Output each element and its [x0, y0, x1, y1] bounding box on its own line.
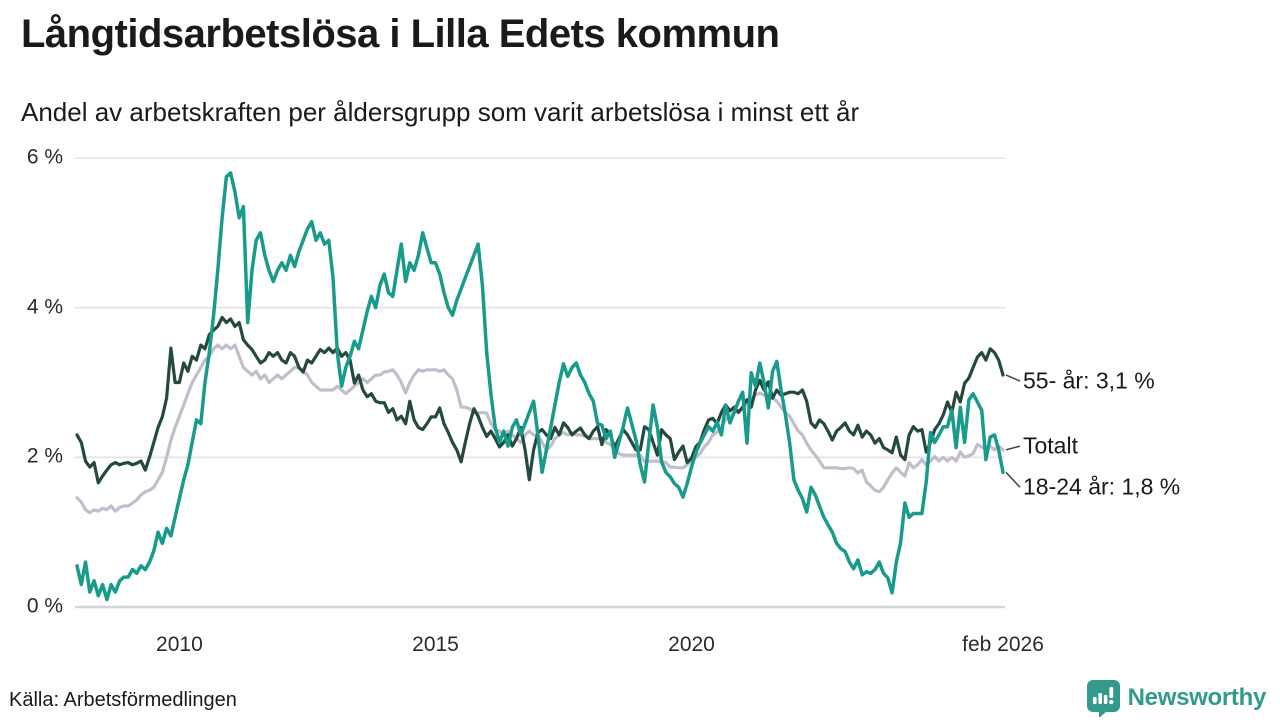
series-label-55: 55- år: 3,1 %	[1023, 367, 1155, 394]
annotation-connector-1	[1005, 445, 1021, 451]
y-axis-tick-0: 0 %	[26, 594, 63, 618]
series-line-55-r	[75, 315, 1005, 485]
newsworthy-logo-icon	[1086, 679, 1121, 718]
x-axis-tick-2015: 2015	[412, 633, 459, 656]
series-label-totalt: Totalt	[1023, 432, 1078, 459]
y-axis-tick-6: 6 %	[26, 145, 63, 169]
x-axis-tick-feb2026: feb 2026	[962, 633, 1044, 656]
page-subtitle: Andel av arbetskraften per åldersgrupp s…	[21, 97, 860, 127]
x-axis-tick-2020: 2020	[668, 633, 715, 656]
series-line-Totalt	[75, 343, 1005, 515]
y-axis-tick-2: 2 %	[26, 444, 63, 468]
newsworthy-wordmark: Newsworthy	[1127, 684, 1267, 711]
annotation-connector-2	[1005, 471, 1021, 488]
x-axis-tick-2010: 2010	[156, 633, 203, 656]
page-title: Långtidsarbetslösa i Lilla Edets kommun	[21, 12, 780, 56]
newsworthy-brand: Newsworthy	[1086, 678, 1266, 718]
y-axis-tick-4: 4 %	[26, 295, 63, 319]
series-line-18-24r	[75, 171, 1005, 602]
source-note: Källa: Arbetsförmedlingen	[9, 689, 237, 711]
series-label-18-24: 18-24 år: 1,8 %	[1023, 473, 1181, 500]
annotation-connector-0	[1005, 374, 1021, 382]
